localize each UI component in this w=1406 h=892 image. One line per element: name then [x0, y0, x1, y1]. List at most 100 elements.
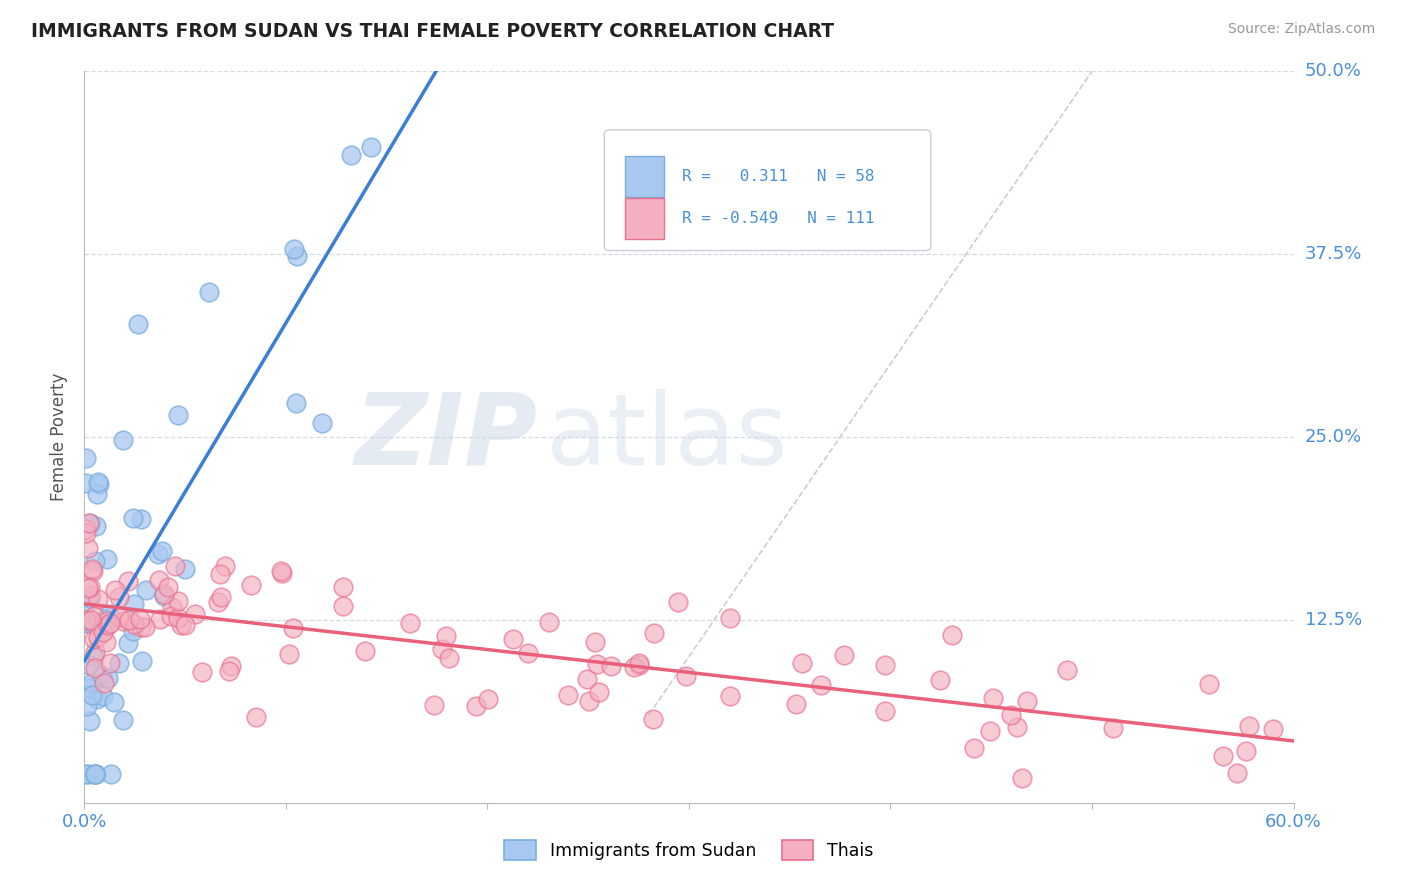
Point	[434, 629, 457, 643]
Point	[83, 766, 105, 780]
Point	[94, 635, 117, 649]
Point	[86, 692, 108, 706]
Point	[170, 618, 193, 632]
Point	[465, 698, 488, 713]
Point	[174, 562, 197, 576]
Point	[792, 656, 814, 670]
Point	[198, 285, 221, 299]
Text: atlas: atlas	[547, 389, 787, 485]
Point	[340, 148, 363, 162]
Point	[84, 554, 107, 568]
Point	[107, 610, 129, 624]
Point	[91, 669, 114, 683]
Point	[332, 599, 354, 613]
Point	[83, 766, 105, 780]
Point	[1237, 719, 1260, 733]
Point	[83, 609, 105, 624]
Point	[1000, 708, 1022, 723]
Point	[432, 641, 454, 656]
Point	[281, 622, 304, 636]
Point	[77, 541, 100, 556]
Point	[98, 656, 121, 670]
Point	[159, 608, 181, 623]
Point	[108, 590, 131, 604]
Point	[311, 416, 333, 430]
Point	[87, 591, 110, 606]
Point	[75, 613, 97, 627]
Point	[76, 699, 98, 714]
Point	[981, 690, 1004, 705]
Point	[423, 698, 446, 712]
Point	[79, 714, 101, 728]
Point	[1212, 748, 1234, 763]
Point	[218, 664, 240, 678]
Point	[80, 676, 103, 690]
Point	[127, 318, 149, 332]
Point	[929, 673, 952, 687]
Point	[84, 519, 107, 533]
Point	[117, 574, 139, 588]
Point	[89, 476, 111, 491]
Point	[810, 678, 832, 692]
Point	[675, 669, 697, 683]
Point	[583, 635, 606, 649]
Point	[117, 613, 139, 627]
Point	[157, 580, 180, 594]
Point	[477, 692, 499, 706]
Point	[666, 595, 689, 609]
Point	[641, 712, 664, 726]
Point	[79, 681, 101, 695]
Text: R =   0.311   N = 58: R = 0.311 N = 58	[682, 169, 875, 184]
Point	[75, 476, 97, 491]
Point	[131, 619, 153, 633]
Point	[585, 657, 607, 672]
Point	[75, 522, 97, 536]
Point	[77, 766, 100, 780]
Point	[91, 625, 114, 640]
Y-axis label: Female Poverty: Female Poverty	[51, 373, 69, 501]
Point	[399, 616, 422, 631]
Point	[77, 658, 100, 673]
Point	[785, 698, 807, 712]
Point	[623, 659, 645, 673]
Point	[97, 607, 120, 621]
Point	[135, 582, 157, 597]
Point	[207, 595, 229, 609]
Point	[718, 689, 741, 703]
Point	[84, 661, 107, 675]
Point	[1015, 694, 1038, 708]
Point	[83, 766, 105, 780]
Point	[86, 487, 108, 501]
Point	[219, 658, 242, 673]
Point	[153, 589, 176, 603]
Point	[627, 656, 650, 670]
Point	[80, 689, 103, 703]
Point	[129, 612, 152, 626]
Point	[214, 559, 236, 574]
Point	[97, 671, 120, 685]
Point	[1261, 722, 1284, 736]
Point	[332, 581, 354, 595]
Point	[77, 516, 100, 531]
Point	[1056, 663, 1078, 677]
Point	[191, 665, 214, 679]
Point	[875, 704, 897, 718]
Point	[108, 656, 131, 670]
Point	[83, 650, 105, 665]
Point	[97, 618, 120, 632]
Text: 37.5%: 37.5%	[1305, 245, 1362, 263]
Point	[153, 587, 176, 601]
Point	[284, 396, 307, 410]
Point	[122, 511, 145, 525]
Point	[80, 613, 103, 627]
Point	[84, 645, 107, 659]
Point	[628, 658, 651, 673]
Point	[121, 624, 143, 639]
Point	[149, 611, 172, 625]
Point	[174, 618, 197, 632]
Point	[979, 723, 1001, 738]
Point	[1101, 721, 1123, 735]
Point	[134, 620, 156, 634]
Text: 25.0%: 25.0%	[1305, 428, 1362, 446]
Text: IMMIGRANTS FROM SUDAN VS THAI FEMALE POVERTY CORRELATION CHART: IMMIGRANTS FROM SUDAN VS THAI FEMALE POV…	[31, 22, 834, 41]
